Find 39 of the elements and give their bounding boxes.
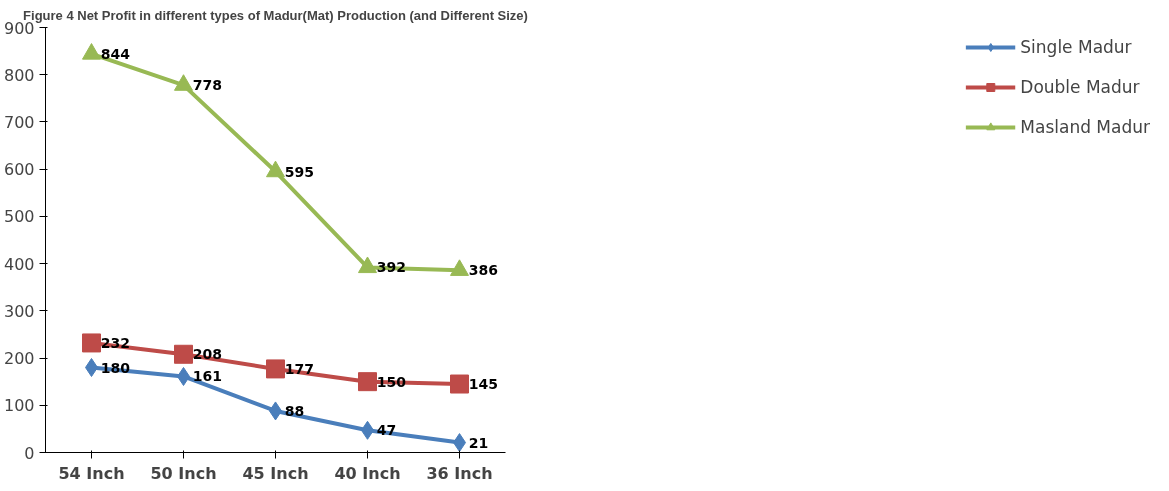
y-tick-label: 300 [3, 301, 35, 321]
legend-label: Single Madur [1020, 37, 1132, 57]
data-label: 145 [468, 376, 498, 393]
point [266, 359, 285, 379]
point [358, 256, 377, 274]
data-label: 595 [284, 163, 314, 180]
x-tick-label: 36 Inch [426, 463, 493, 483]
y-tick-label: 500 [3, 207, 35, 227]
legend-label: Masland Madur [1020, 117, 1150, 137]
point [450, 259, 469, 276]
x-tick-label: 45 Inch [242, 463, 309, 483]
data-label: 392 [376, 259, 406, 276]
legend-label: Double Madur [1020, 77, 1140, 97]
chart-title: Figure 4 Net Profit in different types of Madur(Mat) Production (and Different Size) [23, 7, 528, 23]
y-tick-label: 600 [3, 160, 35, 180]
y-tick-label: 100 [3, 396, 35, 416]
y-tick-label: 400 [3, 254, 35, 274]
point [266, 160, 285, 178]
point [358, 372, 377, 392]
data-label: 161 [192, 368, 222, 385]
data-label: 844 [100, 45, 131, 62]
point [174, 344, 193, 364]
data-label: 386 [468, 262, 498, 279]
data-label: 150 [376, 373, 407, 390]
data-label: 778 [192, 77, 222, 94]
y-tick-label: 800 [3, 65, 35, 85]
x-tick-label: 54 Inch [58, 463, 125, 483]
y-tick-label: 700 [3, 112, 35, 132]
data-label: 180 [100, 359, 131, 376]
point [174, 74, 193, 91]
x-tick-label: 50 Inch [150, 463, 217, 483]
data-label: 47 [376, 422, 397, 439]
point [82, 333, 101, 353]
x-tick-label: 40 Inch [334, 463, 401, 483]
point [450, 374, 469, 394]
y-tick-label: 200 [3, 349, 35, 369]
y-tick-label: 0 [24, 443, 35, 463]
point [82, 43, 101, 60]
data-label: 21 [468, 434, 489, 451]
